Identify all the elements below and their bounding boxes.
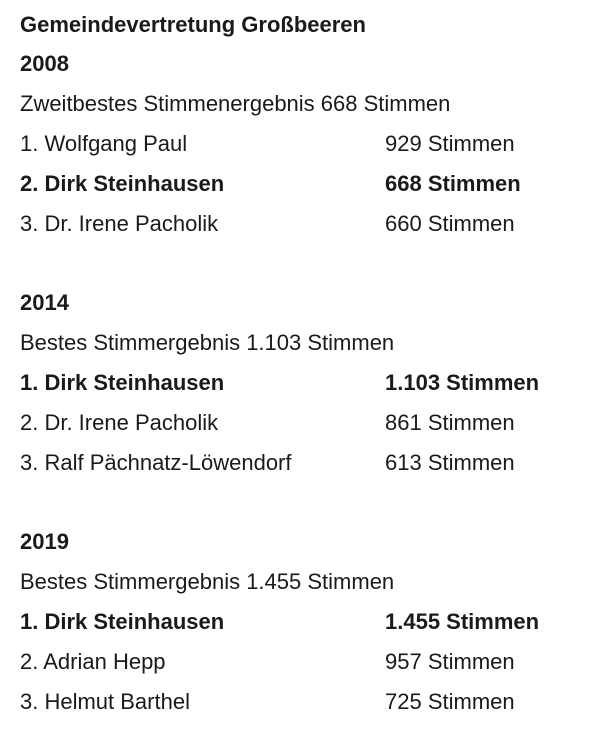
candidate-name: 3. Ralf Pächnatz-Löwendorf (20, 450, 292, 475)
section-year: 2014 (20, 290, 69, 315)
section-2019: 2019 Bestes Stimmergebnis 1.455 Stimmen … (20, 522, 580, 722)
candidate-name: 2. Dr. Irene Pacholik (20, 410, 219, 435)
section-spacer (20, 483, 580, 522)
result-row-highlighted: 2. Dirk Steinhausen 668 Stimmen (20, 164, 580, 204)
section-summary: Zweitbestes Stimmenergebnis 668 Stimmen (20, 91, 451, 116)
result-row-highlighted: 1. Dirk Steinhausen 1.455 Stimmen (20, 602, 580, 642)
candidate-votes: 613 Stimmen (385, 450, 515, 475)
section-2008: 2008 Zweitbestes Stimmenergebnis 668 Sti… (20, 44, 580, 244)
result-row: 3. Dr. Irene Pacholik 660 Stimmen (20, 204, 580, 244)
candidate-name: 1. Dirk Steinhausen (20, 370, 225, 395)
result-row: 1. Wolfgang Paul 929 Stimmen (20, 124, 580, 164)
candidate-name: 2. Adrian Hepp (20, 649, 166, 674)
result-row: 3. Ralf Pächnatz-Löwendorf 613 Stimmen (20, 443, 580, 483)
section-year: 2019 (20, 529, 69, 554)
candidate-votes: 1.455 Stimmen (385, 609, 540, 634)
section-spacer (20, 244, 580, 283)
document-title: Gemeindevertretung Großbeeren (20, 12, 366, 37)
candidate-name: 3. Helmut Barthel (20, 689, 190, 714)
section-summary: Bestes Stimmergebnis 1.455 Stimmen (20, 569, 395, 594)
candidate-votes: 668 Stimmen (385, 171, 521, 196)
candidate-votes: 1.103 Stimmen (385, 370, 540, 395)
section-2014: 2014 Bestes Stimmergebnis 1.103 Stimmen … (20, 283, 580, 483)
candidate-votes: 660 Stimmen (385, 211, 515, 236)
candidate-name: 3. Dr. Irene Pacholik (20, 211, 219, 236)
candidate-votes: 957 Stimmen (385, 649, 515, 674)
section-year: 2008 (20, 51, 69, 76)
candidate-name: 2. Dirk Steinhausen (20, 171, 225, 196)
result-row: 2. Adrian Hepp 957 Stimmen (20, 642, 580, 682)
candidate-name: 1. Wolfgang Paul (20, 131, 188, 156)
result-row: 2. Dr. Irene Pacholik 861 Stimmen (20, 403, 580, 443)
candidate-votes: 861 Stimmen (385, 410, 515, 435)
candidate-name: 1. Dirk Steinhausen (20, 609, 225, 634)
candidate-votes: 725 Stimmen (385, 689, 515, 714)
result-row-highlighted: 1. Dirk Steinhausen 1.103 Stimmen (20, 363, 580, 403)
section-summary: Bestes Stimmergebnis 1.103 Stimmen (20, 330, 395, 355)
document: Gemeindevertretung Großbeeren 2008 Zweit… (20, 6, 580, 722)
result-row: 3. Helmut Barthel 725 Stimmen (20, 682, 580, 722)
candidate-votes: 929 Stimmen (385, 131, 515, 156)
